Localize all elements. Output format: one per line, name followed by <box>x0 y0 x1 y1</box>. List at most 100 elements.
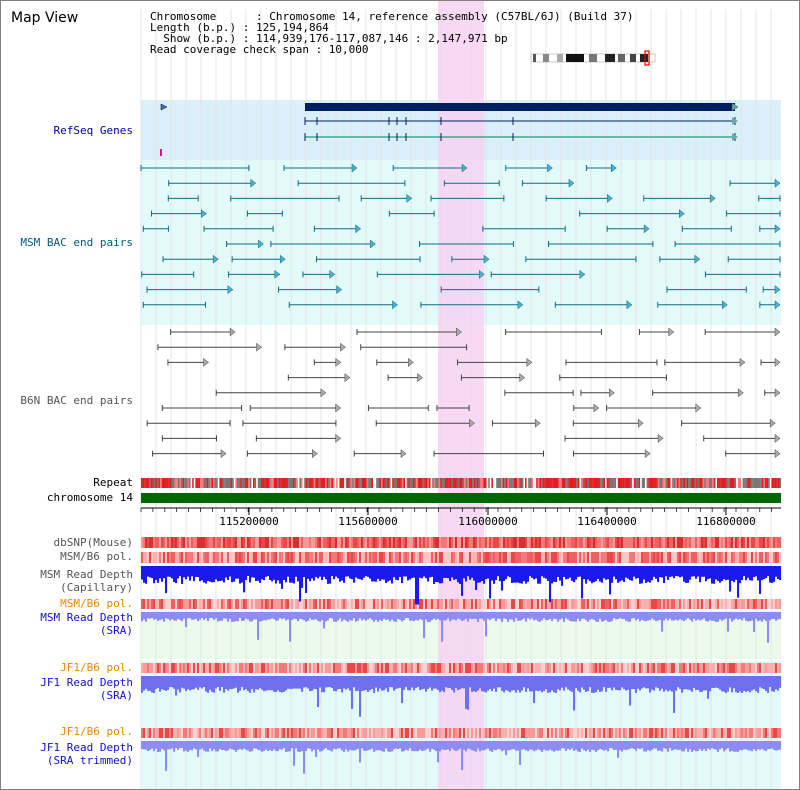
jf1-pol-cell <box>611 728 614 738</box>
jf1-depth-sra-bar <box>393 676 396 691</box>
msm-pol-cell <box>531 599 534 609</box>
msm-pol-cell <box>719 552 722 563</box>
repeat-segment <box>168 478 170 488</box>
refseq-genes-label[interactable]: RefSeq Genes <box>53 124 133 137</box>
msm-pol-cell <box>297 599 300 609</box>
msm-pol-cell <box>431 599 434 609</box>
jf1-depth-sra-bar <box>551 676 554 691</box>
dbsnp-cell <box>533 537 536 548</box>
jf1-pol-cell <box>709 663 712 673</box>
msm-depth-capillary-bar <box>573 566 576 583</box>
msm-pol-cell <box>305 552 308 563</box>
msm-pol-cell <box>287 599 290 609</box>
msm-depth-sra-bar <box>551 612 554 621</box>
jf1-depth-trimmed-bar <box>255 741 258 749</box>
msm-depth-capillary-bar <box>447 566 450 579</box>
dbsnp-cell <box>649 537 652 548</box>
jf1-depth-sra-bar <box>155 676 158 689</box>
jf1-pol-cell <box>361 728 364 738</box>
msm-depth-sra-bar <box>433 612 436 619</box>
jf1-depth-trimmed-bar <box>449 741 452 752</box>
jf1-depth-sra-label[interactable]: JF1 Read Depth <box>40 676 133 689</box>
msm-pol-cell <box>313 552 316 563</box>
dbsnp-label[interactable]: dbSNP(Mouse) <box>53 536 133 549</box>
repeat-segment <box>589 478 591 488</box>
jf1-depth-trimmed-bar <box>189 741 192 751</box>
msm-depth-capillary-bar <box>205 566 208 584</box>
msm-depth-capillary-bar <box>151 566 154 579</box>
jf1-depth-trimmed-label[interactable]: JF1 Read Depth <box>40 741 133 754</box>
dbsnp-cell <box>179 537 182 548</box>
msm-depth-capillary-bar <box>453 566 456 580</box>
msm-pol-cell <box>515 599 518 609</box>
jf1-b6-pol-label[interactable]: JF1/B6 pol. <box>60 661 133 674</box>
jf1-depth-trimmed-bar <box>163 741 166 751</box>
jf1-depth-sra-bar <box>377 676 380 692</box>
dbsnp-cell <box>189 537 192 548</box>
jf1-pol-cell <box>223 663 226 673</box>
msm-b6-pol-label[interactable]: MSM/B6 pol. <box>60 550 133 563</box>
jf1-pol-cell <box>689 728 692 738</box>
msm-pol-cell <box>753 552 756 563</box>
dbsnp-cell <box>379 537 382 548</box>
msm-pol-cell <box>167 599 170 609</box>
msm-pol-cell <box>675 599 678 609</box>
msm-pol-cell <box>659 552 662 563</box>
repeat-segment <box>285 478 287 488</box>
msm-depth-sra-bar <box>343 612 346 620</box>
jf1-pol-cell <box>371 663 374 673</box>
msm-depth-capillary-bar <box>661 566 664 578</box>
jf1-pol-cell <box>583 728 586 738</box>
jf1-depth-trimmed-bar <box>199 741 202 750</box>
jf1-pol-cell <box>419 728 422 738</box>
jf1-pol-cell <box>359 728 362 738</box>
jf1-pol-cell <box>769 663 772 673</box>
msm-pol-cell <box>393 552 396 563</box>
msm-pol-cell <box>457 599 460 609</box>
msm-bac-pair-arrow <box>579 269 586 279</box>
dbsnp-cell <box>413 537 416 548</box>
msm-pol-cell <box>145 552 148 563</box>
jf1-pol-cell <box>533 728 536 738</box>
jf1-b6-pol-2-label[interactable]: JF1/B6 pol. <box>60 725 133 738</box>
jf1-depth-trimmed-bar <box>727 741 730 749</box>
msm-depth-sra-bar <box>159 612 162 621</box>
msm-b6-pol-2-label[interactable]: MSM/B6 pol. <box>60 597 133 610</box>
msm-depth-sra-bar <box>249 612 252 622</box>
msm-pol-cell <box>657 599 660 609</box>
jf1-depth-sra-bar <box>581 676 584 688</box>
msm-depth-sra-bar <box>689 612 692 620</box>
msm-pol-cell <box>185 599 188 609</box>
msm-depth-sra-bar <box>309 612 312 619</box>
msm-depth-capillary-bar <box>387 566 390 582</box>
jf1-depth-trimmed-bar <box>353 741 356 751</box>
jf1-depth-sra-bar <box>179 676 182 693</box>
msm-depth-capillary-bar <box>365 566 368 577</box>
msm-depth-sra-bar <box>149 612 152 619</box>
msm-depth-capillary-label[interactable]: MSM Read Depth <box>40 568 133 581</box>
repeat-segment <box>347 478 350 488</box>
jf1-depth-trimmed-bar <box>593 741 596 751</box>
jf1-depth-sra-bar <box>433 676 436 689</box>
msm-depth-capillary-bar <box>269 566 272 580</box>
jf1-depth-sra-bar <box>569 676 572 691</box>
jf1-pol-cell <box>657 663 660 673</box>
msm-pol-cell <box>521 552 524 563</box>
msm-bac-pair-arrow <box>355 224 361 234</box>
repeat-segment <box>411 478 414 488</box>
msm-depth-capillary-bar <box>255 566 258 582</box>
msm-pol-cell <box>257 599 260 609</box>
msm-bac-label[interactable]: MSM BAC end pairs <box>20 236 133 249</box>
ideogram-band <box>589 54 597 62</box>
msm-depth-sra-label[interactable]: MSM Read Depth <box>40 611 133 624</box>
b6n-bac-label[interactable]: B6N BAC end pairs <box>20 394 133 407</box>
repeat-segment <box>321 478 324 488</box>
jf1-pol-cell <box>643 728 646 738</box>
msm-depth-capillary-bar <box>741 566 744 580</box>
jf1-depth-sra-bar <box>715 676 718 688</box>
msm-depth-sra-bar <box>777 612 780 620</box>
jf1-depth-trimmed-bar <box>595 741 598 752</box>
jf1-pol-cell <box>421 728 424 738</box>
jf1-depth-sra-bar <box>251 676 254 690</box>
